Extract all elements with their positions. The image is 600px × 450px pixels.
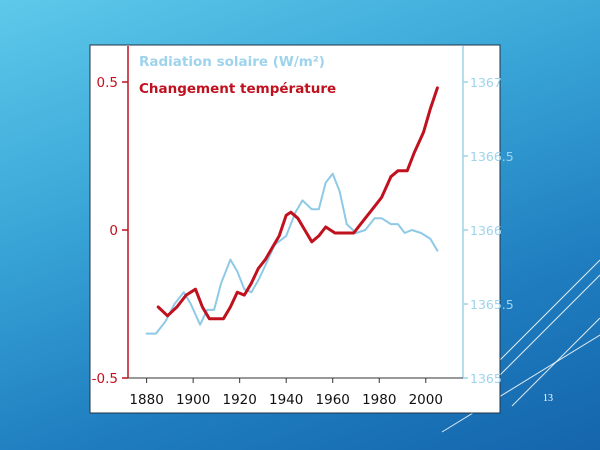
left-tick-label: 0 [109, 223, 118, 239]
x-tick-label: 2000 [409, 392, 443, 408]
right-tick-label: 1365.5 [470, 297, 514, 312]
series-layer [145, 86, 439, 335]
left-tick-label: 0.5 [97, 75, 118, 91]
legend-temperature-change: Changement température [139, 81, 336, 97]
axes [122, 46, 468, 383]
right-tick-label: 1365 [470, 371, 502, 386]
labels-layer: 1880 1900 1920 1940 1960 1980 2000 0.5 0 -0.5 1367… [92, 75, 514, 408]
slide-number: 13 [543, 393, 553, 404]
x-tick-label: 1940 [269, 392, 303, 408]
left-tick-label: -0.5 [92, 371, 118, 387]
x-tick-label: 1880 [129, 392, 163, 408]
chart-panel [89, 44, 501, 414]
x-tick-label: 1960 [316, 392, 350, 408]
solar-radiation-line [145, 172, 439, 335]
x-tick-label: 1920 [222, 392, 256, 408]
legend-solar-radiation: Radiation solaire (W/m²) [139, 54, 325, 70]
x-tick-label: 1900 [176, 392, 210, 408]
right-tick-label: 1367 [470, 75, 502, 90]
temperature-change-line [156, 86, 439, 321]
right-tick-label: 1366.5 [470, 149, 514, 164]
x-tick-label: 1980 [362, 392, 396, 408]
right-tick-label: 1366 [470, 223, 502, 238]
